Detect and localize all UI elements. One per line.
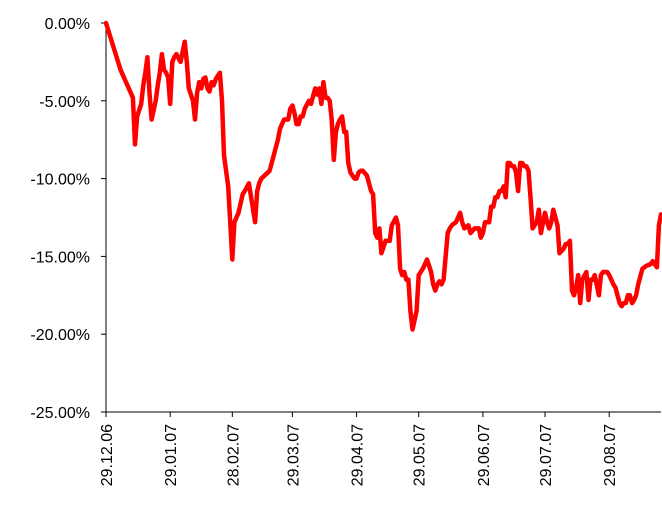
- y-axis: 0.00% -5.00% -10.00% -15.00% -20.00% -25.00%: [30, 16, 107, 422]
- y-tick-label: 0.00%: [45, 16, 90, 33]
- x-tick-label: 29.07.07: [538, 424, 555, 486]
- x-tick-label: 28.02.07: [225, 424, 242, 486]
- x-tick-label: 29.03.07: [285, 424, 302, 486]
- y-tick-label: -15.00%: [30, 249, 90, 266]
- x-tick-label: 29.01.07: [163, 424, 180, 486]
- y-tick-label: -20.00%: [30, 327, 90, 344]
- y-tick-label: -5.00%: [39, 94, 90, 111]
- x-tick-label: 29.05.07: [412, 424, 429, 486]
- x-tick-label: 29.08.07: [602, 424, 619, 486]
- x-tick-label: 29.04.07: [350, 424, 367, 486]
- x-tick-label: 29.06.07: [476, 424, 493, 486]
- plot-area: [103, 20, 662, 332]
- y-tick-label: -10.00%: [30, 172, 90, 189]
- x-tick-label: 29.12.06: [99, 424, 116, 486]
- y-tick-label: -25.00%: [30, 405, 90, 422]
- series-line-0: [103, 20, 662, 332]
- x-axis: 29.12.06 29.01.07 28.02.07 29.03.07 29.04.07…: [99, 411, 661, 486]
